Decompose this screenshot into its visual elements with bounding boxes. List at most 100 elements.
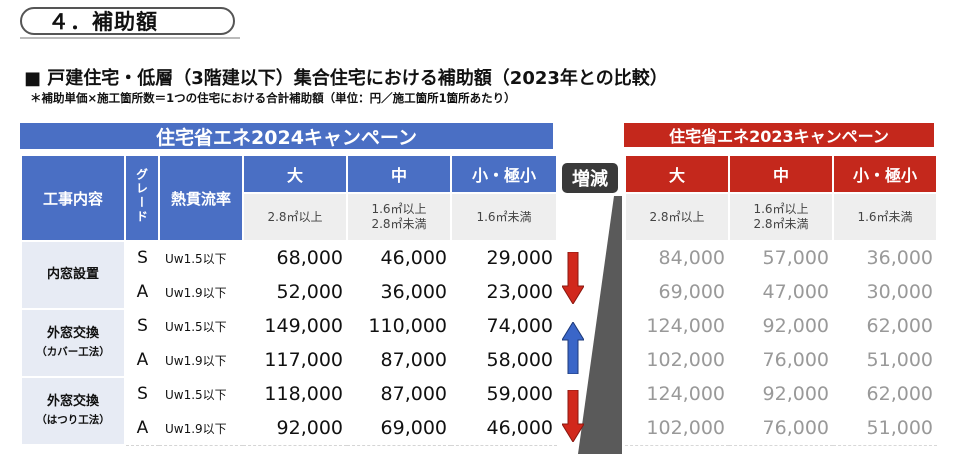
campaign-2023-title: 住宅省エネ2023キャンペーン <box>669 127 889 146</box>
perf-cell: Uw1.5以下 <box>159 240 243 276</box>
size-range-2023-large: 2.8㎡以上 <box>624 192 730 242</box>
size-range-2023-large-text: 2.8㎡以上 <box>649 209 705 224</box>
table-row: 外窓交換 （カバー工法） S Uw1.5以下 149,000 110,000 74… <box>20 308 557 378</box>
value-cell: 57,000 <box>729 240 833 276</box>
value-cell: 124,000 <box>625 376 729 412</box>
callout-wedge-shape <box>578 196 622 454</box>
size-range-2023-small: 1.6㎡未満 <box>832 192 938 242</box>
table-row: 102,000 76,000 51,000 <box>625 410 937 446</box>
value-cell: 110,000 <box>347 308 451 344</box>
grade-cell: A <box>125 410 159 446</box>
header-2023-large: 大 <box>624 154 730 194</box>
perf-cell: Uw1.9以下 <box>159 342 243 378</box>
size-range-medium-text2: 2.8㎡未満 <box>371 217 427 231</box>
value-cell: 124,000 <box>625 308 729 344</box>
perf-cell: Uw1.9以下 <box>159 410 243 446</box>
header-grade: グレード <box>124 154 160 242</box>
grade-cell: S <box>125 308 159 344</box>
table-row: A Uw1.9以下 117,000 87,000 58,000 <box>21 342 557 378</box>
value-cell: 36,000 <box>833 240 937 276</box>
value-cell: 62,000 <box>833 308 937 344</box>
value-cell: 69,000 <box>347 410 451 446</box>
header-work: 工事内容 <box>20 154 126 242</box>
value-cell: 51,000 <box>833 410 937 446</box>
section-title-text: ４．補助額 <box>48 10 158 34</box>
perf-cell: Uw1.9以下 <box>159 274 243 310</box>
table-row: 84,000 57,000 36,000 <box>625 240 937 276</box>
down-arrow-icon <box>562 390 584 442</box>
size-range-large-text: 2.8㎡以上 <box>267 209 323 224</box>
value-cell: 118,000 <box>243 376 347 412</box>
size-range-small: 1.6㎡未満 <box>450 192 558 242</box>
size-range-2023-medium: 1.6㎡以上 2.8㎡未満 <box>728 192 834 242</box>
value-cell: 46,000 <box>347 240 451 276</box>
unit-note: ＊補助単価×施工箇所数＝1つの住宅における合計補助額（単位：円／施工箇所1箇所あ… <box>30 91 516 105</box>
value-cell: 51,000 <box>833 342 937 378</box>
perf-cell: Uw1.5以下 <box>159 308 243 344</box>
value-cell: 102,000 <box>625 410 729 446</box>
value-cell: 47,000 <box>729 274 833 310</box>
value-cell: 149,000 <box>243 308 347 344</box>
value-cell: 59,000 <box>451 376 557 412</box>
table-row: 124,000 92,000 62,000 <box>625 308 937 344</box>
value-cell: 68,000 <box>243 240 347 276</box>
header-size-small: 小・極小 <box>450 154 558 194</box>
value-cell: 58,000 <box>451 342 557 378</box>
section-underline <box>20 37 240 39</box>
grade-cell: A <box>125 274 159 310</box>
change-label: 増減 <box>562 163 618 193</box>
value-cell: 117,000 <box>243 342 347 378</box>
size-range-medium-text: 1.6㎡以上 <box>371 202 427 216</box>
down-arrow-icon <box>562 252 584 304</box>
table-row: A Uw1.9以下 92,000 69,000 46,000 <box>21 410 557 446</box>
value-cell: 76,000 <box>729 342 833 378</box>
value-cell: 76,000 <box>729 410 833 446</box>
header-grade-text: グレード <box>134 168 149 224</box>
size-range-medium: 1.6㎡以上 2.8㎡未満 <box>346 192 452 242</box>
header-2023-small: 小・極小 <box>832 154 938 194</box>
value-cell: 62,000 <box>833 376 937 412</box>
value-cell: 92,000 <box>243 410 347 446</box>
table-row: 69,000 47,000 30,000 <box>625 274 937 310</box>
value-cell: 92,000 <box>729 376 833 412</box>
campaign-2024-title: 住宅省エネ2024キャンペーン <box>156 126 417 149</box>
subsidy-table-2024: 工事内容 グレード 熱貫流率 大 中 小・極小 2.8㎡以上 1.6㎡以上 2.8… <box>20 154 558 446</box>
campaign-2024-banner: 住宅省エネ2024キャンペーン <box>20 123 553 149</box>
work-inner-window: 内窓設置 <box>20 240 126 310</box>
value-cell: 52,000 <box>243 274 347 310</box>
header-size-medium: 中 <box>346 154 452 194</box>
value-cell: 87,000 <box>347 342 451 378</box>
value-cell: 36,000 <box>347 274 451 310</box>
value-cell: 29,000 <box>451 240 557 276</box>
size-range-large: 2.8㎡以上 <box>242 192 348 242</box>
subsidy-table-2023: 大 中 小・極小 2.8㎡以上 1.6㎡以上 2.8㎡未満 1.6㎡未満 84,0… <box>624 154 938 446</box>
table-row: 内窓設置 S Uw1.5以下 68,000 46,000 29,000 <box>20 240 557 310</box>
work-name: 外窓交換 <box>46 394 99 409</box>
header-size-large: 大 <box>242 154 348 194</box>
value-cell: 46,000 <box>451 410 557 446</box>
callout-wedge <box>578 196 622 454</box>
page-heading: ■ 戸建住宅・低層（3階建以下）集合住宅における補助額（2023年との比較） <box>24 68 668 89</box>
work-method: （はつり工法） <box>36 414 110 426</box>
value-cell: 30,000 <box>833 274 937 310</box>
value-cell: 87,000 <box>347 376 451 412</box>
grade-cell: A <box>125 342 159 378</box>
table-row: A Uw1.9以下 52,000 36,000 23,000 <box>21 274 557 310</box>
work-outer-window-cover: 外窓交換 （カバー工法） <box>20 308 126 378</box>
work-outer-window-chip: 外窓交換 （はつり工法） <box>20 376 126 446</box>
perf-cell: Uw1.5以下 <box>159 376 243 412</box>
size-range-2023-medium-text: 1.6㎡以上 <box>753 202 809 216</box>
size-range-small-text: 1.6㎡未満 <box>476 209 532 224</box>
header-perf: 熱貫流率 <box>158 154 244 242</box>
campaign-2023-banner: 住宅省エネ2023キャンペーン <box>624 123 934 147</box>
value-cell: 74,000 <box>451 308 557 344</box>
section-title: ４．補助額 <box>20 7 235 35</box>
table-row: 102,000 76,000 51,000 <box>625 342 937 378</box>
value-cell: 23,000 <box>451 274 557 310</box>
table-row: 124,000 92,000 62,000 <box>625 376 937 412</box>
size-range-2023-medium-text2: 2.8㎡未満 <box>753 217 809 231</box>
value-cell: 102,000 <box>625 342 729 378</box>
grade-cell: S <box>125 376 159 412</box>
grade-cell: S <box>125 240 159 276</box>
work-name: 外窓交換 <box>46 326 99 341</box>
